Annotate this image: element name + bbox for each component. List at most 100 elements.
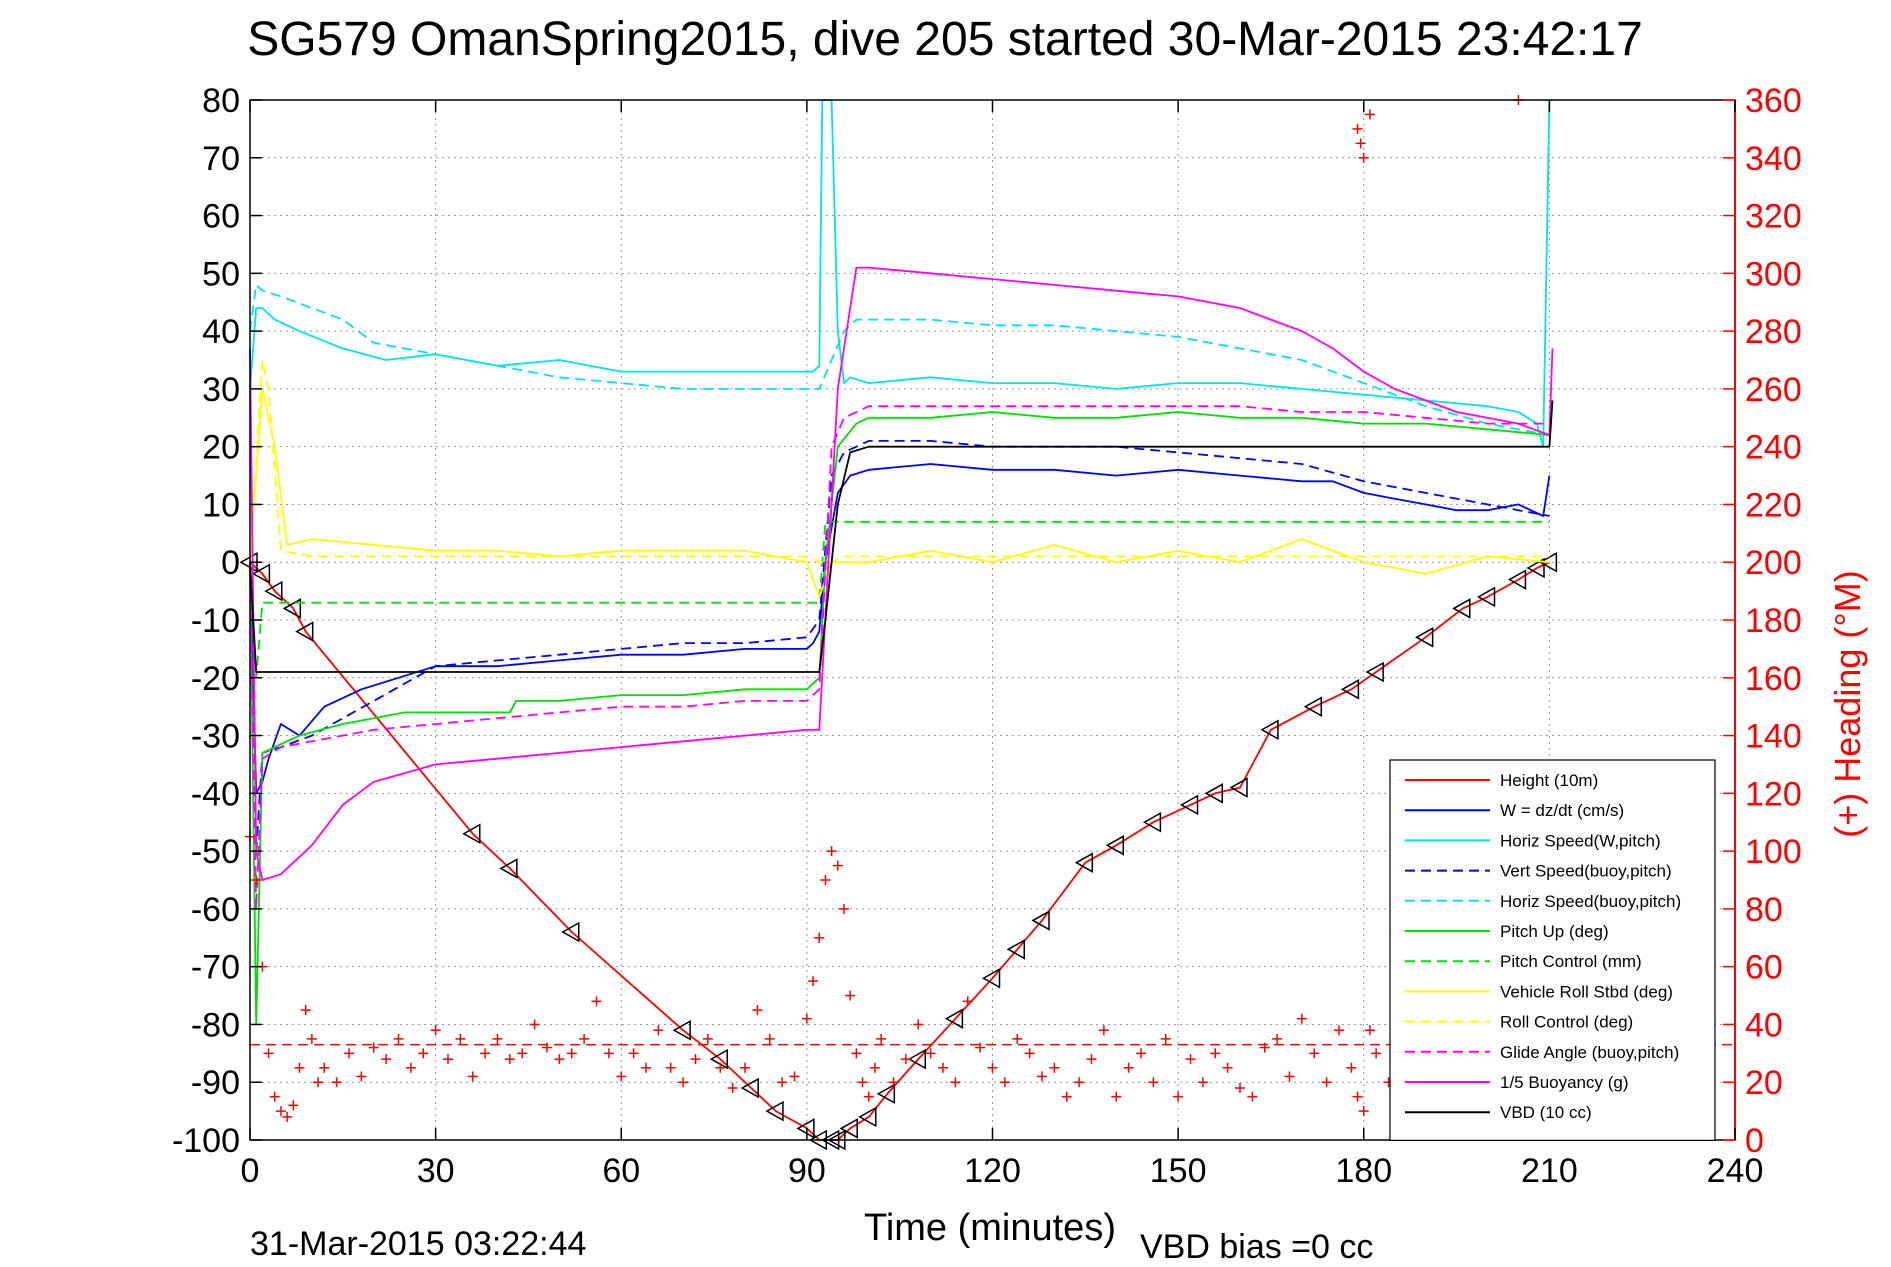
y-tick-label: 0 xyxy=(221,544,240,582)
y-right-tick-label: 360 xyxy=(1745,82,1802,120)
heading-point xyxy=(665,1062,676,1073)
heading-point xyxy=(542,1042,552,1053)
y-tick-label: 60 xyxy=(202,198,240,236)
heading-point xyxy=(950,1077,961,1088)
legend-label: Pitch Up (deg) xyxy=(1500,922,1609,941)
height-marker xyxy=(907,1048,926,1070)
heading-point xyxy=(653,1025,664,1036)
heading-point xyxy=(814,932,825,943)
height-marker xyxy=(709,1048,728,1070)
chart-title: SG579 OmanSpring2015, dive 205 started 3… xyxy=(247,13,1643,66)
heading-point xyxy=(1358,152,1369,163)
y-right-tick-label: 0 xyxy=(1745,1122,1764,1160)
series-line-vbd-10-cc xyxy=(249,400,1554,673)
height-marker xyxy=(981,967,1001,989)
legend-label: W = dz/dt (cm/s) xyxy=(1500,801,1624,820)
heading-point xyxy=(1284,1071,1295,1082)
right-axis-label: (+) Heading (°M) xyxy=(1827,570,1868,837)
heading-point xyxy=(1024,1048,1035,1059)
height-marker xyxy=(1142,811,1162,833)
height-marker xyxy=(1006,939,1025,960)
heading-point xyxy=(306,1033,317,1044)
heading-point xyxy=(715,1062,726,1073)
heading-point xyxy=(251,875,262,885)
x-tick-label: 180 xyxy=(1335,1152,1392,1190)
heading-point xyxy=(826,846,837,857)
heading-point xyxy=(1210,1048,1221,1059)
heading-point xyxy=(282,1111,293,1122)
heading-point xyxy=(820,875,831,885)
heading-point xyxy=(1371,1048,1382,1059)
heading-point xyxy=(1235,1083,1245,1093)
heading-point xyxy=(1086,1054,1097,1065)
series-line-horiz-speed-w-pitch xyxy=(249,99,1553,448)
height-marker xyxy=(672,1019,691,1041)
heading-point xyxy=(504,1054,515,1065)
heading-point xyxy=(603,1048,614,1059)
height-marker xyxy=(1415,627,1434,648)
height-marker xyxy=(944,1008,964,1029)
y-right-tick-label: 200 xyxy=(1745,544,1802,582)
y-right-tick-label: 340 xyxy=(1745,140,1802,178)
heading-point xyxy=(368,1042,379,1053)
heading-point xyxy=(455,1033,466,1044)
heading-point xyxy=(801,1013,812,1024)
legend-label: Glide Angle (buoy,pitch) xyxy=(1500,1043,1679,1062)
series-line-pitch-control-mm xyxy=(249,520,1550,679)
y-tick-label: -20 xyxy=(191,660,240,698)
heading-point xyxy=(900,1054,911,1065)
heading-point xyxy=(1074,1077,1085,1088)
heading-point xyxy=(789,1071,800,1082)
y-right-tick-label: 300 xyxy=(1745,255,1802,293)
heading-point xyxy=(467,1071,478,1082)
y-tick-label: -10 xyxy=(191,602,240,640)
y-right-tick-label: 220 xyxy=(1745,486,1802,524)
heading-point xyxy=(381,1054,392,1065)
heading-point xyxy=(845,990,856,1001)
heading-point xyxy=(857,1077,868,1088)
height-marker xyxy=(1476,586,1496,608)
heading-point xyxy=(1148,1077,1159,1088)
height-marker xyxy=(1526,557,1545,579)
heading-point xyxy=(1123,1062,1134,1073)
height-marker xyxy=(499,858,518,879)
legend: Height (10m) W = dz/dt (cm/s) Horiz Speed(… xyxy=(1389,759,1716,1141)
height-marker xyxy=(1031,910,1050,931)
y-tick-label: -30 xyxy=(191,718,240,756)
heading-point xyxy=(925,1048,936,1059)
x-tick-label: 30 xyxy=(417,1152,455,1190)
heading-point xyxy=(430,1025,441,1036)
height-marker xyxy=(282,598,302,619)
height-marker xyxy=(765,1100,784,1122)
heading-point xyxy=(1309,1048,1320,1059)
heading-point xyxy=(1247,1091,1258,1102)
heading-point xyxy=(319,1062,330,1073)
y-tick-label: 40 xyxy=(202,313,240,351)
heading-point xyxy=(1185,1054,1196,1065)
heading-point xyxy=(987,1062,998,1073)
y-tick-label: -70 xyxy=(191,949,240,987)
legend-box xyxy=(1389,759,1716,1141)
heading-point xyxy=(1352,123,1363,134)
height-marker xyxy=(1452,598,1471,619)
footer-timestamp: 31-Mar-2015 03:22:44 xyxy=(250,1225,586,1262)
heading-point xyxy=(777,1077,788,1088)
y-tick-label: -50 xyxy=(191,833,240,871)
y-tick-label: 80 xyxy=(202,82,240,120)
height-marker xyxy=(462,823,481,845)
heading-point xyxy=(591,996,602,1007)
heading-point xyxy=(1098,1025,1109,1036)
heading-point xyxy=(263,1048,274,1059)
x-tick-label: 120 xyxy=(964,1152,1021,1190)
heading-point xyxy=(702,1033,713,1044)
y-right-tick-label: 280 xyxy=(1745,313,1802,351)
x-tick-label: 240 xyxy=(1707,1152,1764,1190)
heading-point xyxy=(1346,1062,1357,1073)
series-line-horiz-speed-buoy-pitch xyxy=(249,283,1550,436)
y-right-tick-label: 180 xyxy=(1745,602,1802,640)
height-marker xyxy=(796,1118,815,1139)
x-axis-label: Time (minutes) xyxy=(864,1207,1116,1249)
heading-point xyxy=(480,1048,491,1059)
y-right-tick-label: 240 xyxy=(1745,429,1802,467)
